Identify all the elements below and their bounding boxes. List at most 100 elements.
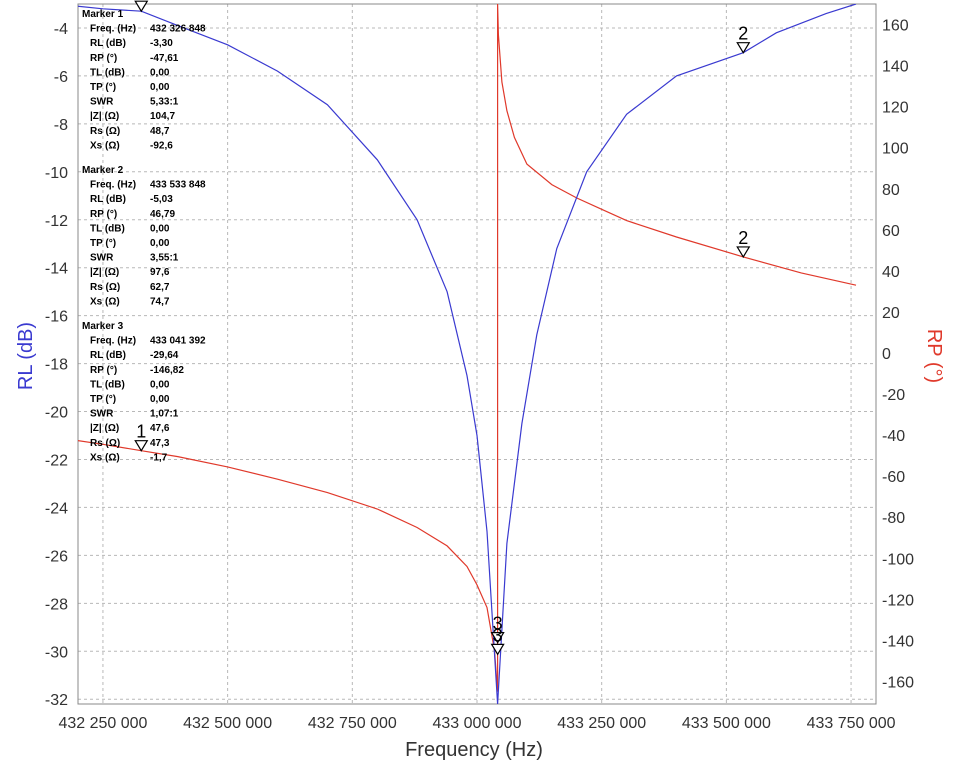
marker-readout-key: TL (dB) xyxy=(90,223,125,234)
y-right-axis-ticks: 160 140 120 100 80 60 40 20 0 -20 -40 -60 -80 -100 -12… xyxy=(882,18,914,692)
marker-readout-key: Rs (Ω) xyxy=(90,126,120,137)
y-right-tick-label: 120 xyxy=(882,100,909,117)
marker-readout-value: 3,55:1 xyxy=(150,253,179,264)
marker-readout-key: Rs (Ω) xyxy=(90,438,120,449)
y-left-tick-label: -8 xyxy=(54,117,68,134)
marker-readout-key: |Z| (Ω) xyxy=(90,111,119,122)
marker-readout-2: Marker 2 Freq. (Hz) 433 533 848 RL (dB) -5,0… xyxy=(82,165,206,307)
x-axis-title: Frequency (Hz) xyxy=(405,739,543,761)
marker-readout-key: SWR xyxy=(90,409,114,420)
series-line-rp xyxy=(78,4,857,692)
marker-readout-key: TL (dB) xyxy=(90,67,125,78)
marker-readout-value: 0,00 xyxy=(150,238,170,249)
y-right-tick-label: 160 xyxy=(882,18,909,35)
marker-readout-value: -146,82 xyxy=(150,365,184,376)
marker-readout-key: SWR xyxy=(90,97,114,108)
marker-3-symbol: 3 xyxy=(490,614,505,644)
marker-readout-value: 432 326 848 xyxy=(150,24,206,35)
x-tick-label: 433 000 000 xyxy=(433,715,522,732)
marker-number: 1 xyxy=(136,422,146,442)
marker-readout-value: 74,7 xyxy=(150,296,170,307)
y-left-tick-label: -26 xyxy=(45,548,68,565)
marker-readout-value: 62,7 xyxy=(150,282,170,293)
marker-layer: 1 1 2 2 33 xyxy=(134,0,751,656)
marker-readout-key: TP (°) xyxy=(90,82,116,93)
y-right-tick-label: -20 xyxy=(882,387,905,404)
marker-triangle xyxy=(736,42,751,54)
y-left-axis-ticks: -4 -6 -8 -10 -12 -14 -16 -18 -20 -22 -24 -26 -28 -30 -… xyxy=(45,21,68,709)
marker-readout-key: SWR xyxy=(90,253,114,264)
marker-1-symbol: 1 xyxy=(134,0,149,13)
y-left-tick-label: -12 xyxy=(45,213,68,230)
y-right-tick-label: -120 xyxy=(882,592,914,609)
marker-readout-value: 1,07:1 xyxy=(150,409,179,420)
marker-number: 2 xyxy=(738,24,748,44)
marker-readout-title: Marker 2 xyxy=(82,165,124,176)
marker-number: 1 xyxy=(136,0,146,2)
y-right-tick-label: 20 xyxy=(882,305,900,322)
marker-2-symbol: 2 xyxy=(736,228,751,259)
y-right-tick-label: -40 xyxy=(882,428,905,445)
marker-readout-3: Marker 3 Freq. (Hz) 433 041 392 RL (dB) -29,… xyxy=(82,321,206,463)
marker-triangle xyxy=(490,643,505,656)
marker-readout-title: Marker 3 xyxy=(82,321,124,332)
marker-readout-key: RP (°) xyxy=(90,53,117,64)
marker-readout-value: 0,00 xyxy=(150,223,170,234)
marker-readout-value: 104,7 xyxy=(150,111,175,122)
marker-readout-key: RP (°) xyxy=(90,209,117,220)
y-left-tick-label: -24 xyxy=(45,500,68,517)
y-right-axis-title: RP (°) xyxy=(923,329,945,383)
y-left-tick-label: -32 xyxy=(45,692,68,709)
marker-triangle xyxy=(134,440,149,452)
x-tick-label: 432 500 000 xyxy=(183,715,272,732)
x-tick-label: 433 500 000 xyxy=(682,715,771,732)
marker-2-symbol: 2 xyxy=(736,24,751,54)
y-left-tick-label: -16 xyxy=(45,309,68,326)
marker-readout-key: RL (dB) xyxy=(90,350,126,361)
plot-border xyxy=(77,3,877,705)
marker-readout-key: RL (dB) xyxy=(90,38,126,49)
x-axis-ticks: 432 250 000 432 500 000 432 750 000 433 000… xyxy=(58,715,895,732)
y-right-tick-label: 40 xyxy=(882,264,900,281)
y-right-tick-label: 60 xyxy=(882,223,900,240)
marker-3-symbol: 3 xyxy=(490,625,505,656)
marker-readout-value: 0,00 xyxy=(150,82,170,93)
marker-readout-key: RP (°) xyxy=(90,365,117,376)
y-right-tick-label: 80 xyxy=(882,182,900,199)
marker-readout-value: 433 041 392 xyxy=(150,336,206,347)
marker-readout-value: 433 533 848 xyxy=(150,180,206,191)
marker-readout-key: Freq. (Hz) xyxy=(90,24,136,35)
marker-readout-key: Xs (Ω) xyxy=(90,140,120,151)
marker-readout-value: -1,7 xyxy=(150,452,168,463)
marker-readout-value: -47,61 xyxy=(150,53,179,64)
y-right-tick-label: 0 xyxy=(882,346,891,363)
marker-readout-value: 47,3 xyxy=(150,438,170,449)
y-left-tick-label: -30 xyxy=(45,644,68,661)
marker-readout-key: |Z| (Ω) xyxy=(90,267,119,278)
plot-frame xyxy=(77,3,877,705)
y-left-tick-label: -18 xyxy=(45,357,68,374)
y-right-tick-label: -80 xyxy=(882,510,905,527)
marker-readout-value: 46,79 xyxy=(150,209,175,220)
marker-readout-value: 0,00 xyxy=(150,379,170,390)
x-tick-label: 432 750 000 xyxy=(308,715,397,732)
x-tick-label: 433 250 000 xyxy=(557,715,646,732)
y-right-tick-label: -100 xyxy=(882,551,914,568)
y-right-tick-label: -160 xyxy=(882,674,914,691)
series-line-rl xyxy=(78,4,857,704)
y-left-axis-title: RL (dB) xyxy=(15,322,37,390)
marker-readout-key: TL (dB) xyxy=(90,379,125,390)
marker-readout-key: TP (°) xyxy=(90,238,116,249)
marker-readout-key: Rs (Ω) xyxy=(90,282,120,293)
marker-readout-value: -29,64 xyxy=(150,350,179,361)
series-layer xyxy=(78,4,857,704)
marker-number: 2 xyxy=(738,228,748,248)
marker-readout-value: 0,00 xyxy=(150,67,170,78)
y-left-tick-label: -20 xyxy=(45,405,68,422)
y-left-tick-label: -14 xyxy=(45,261,68,278)
y-left-tick-label: -28 xyxy=(45,596,68,613)
y-right-tick-label: -60 xyxy=(882,469,905,486)
marker-triangle xyxy=(736,246,751,259)
y-right-tick-label: 100 xyxy=(882,141,909,158)
